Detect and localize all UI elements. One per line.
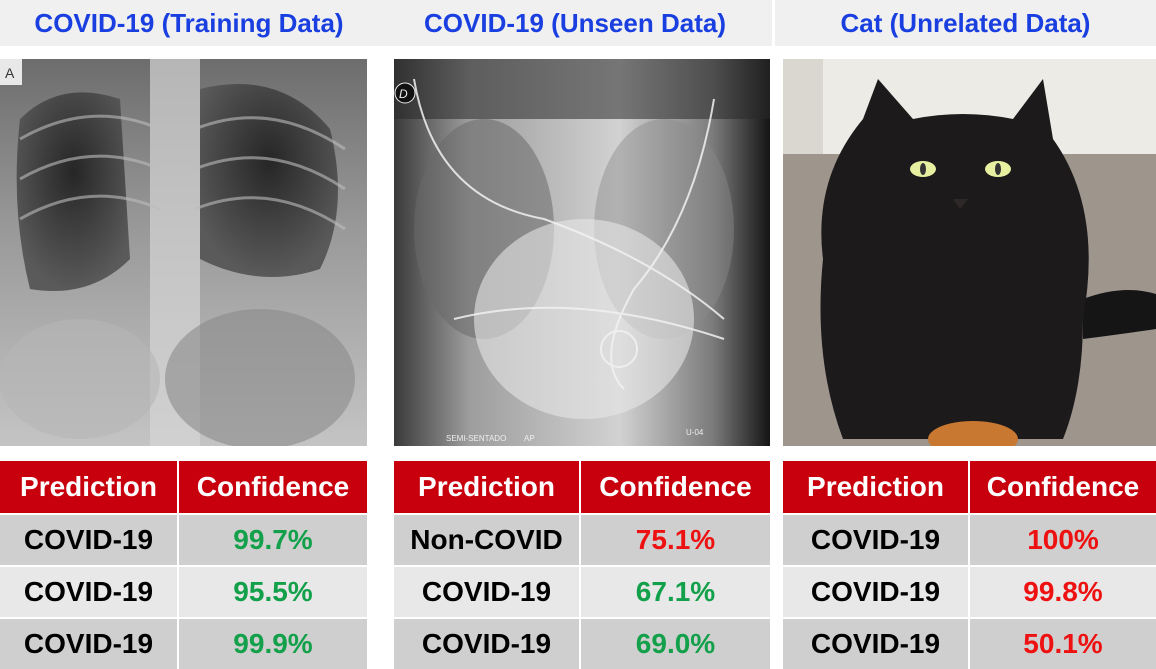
confidence-cell: 100%: [969, 513, 1156, 566]
prediction-cell: Non-COVID: [394, 513, 581, 566]
table-row: COVID-19 99.8%: [783, 565, 1156, 618]
prediction-table: Prediction Confidence Non-COVID 75.1% CO…: [394, 461, 770, 669]
cat-image: [783, 59, 1156, 446]
prediction-cell: COVID-19: [0, 565, 179, 618]
prediction-cell: COVID-19: [394, 617, 581, 669]
prediction-cell: COVID-19: [783, 617, 970, 669]
panel-title: COVID-19 (Training Data): [0, 0, 378, 46]
confidence-cell: 75.1%: [580, 513, 770, 566]
confidence-cell: 99.7%: [178, 513, 367, 566]
image-footer-mid: AP: [524, 434, 535, 443]
panel-title: Cat (Unrelated Data): [775, 0, 1156, 46]
confidence-cell: 95.5%: [178, 565, 367, 618]
confidence-header: Confidence: [178, 461, 367, 514]
confidence-cell: 99.8%: [969, 565, 1156, 618]
prediction-cell: COVID-19: [783, 513, 970, 566]
confidence-header: Confidence: [969, 461, 1156, 514]
confidence-cell: 99.9%: [178, 617, 367, 669]
table-row: COVID-19 69.0%: [394, 617, 770, 669]
confidence-cell: 69.0%: [580, 617, 770, 669]
xray-image-unseen: D SEMI-SENTADO AP U-04: [394, 59, 770, 446]
table-row: COVID-19 99.9%: [0, 617, 367, 669]
prediction-cell: COVID-19: [0, 617, 179, 669]
prediction-cell: COVID-19: [783, 565, 970, 618]
image-marker-label: D: [399, 87, 408, 101]
xray-image-training: A: [0, 59, 367, 446]
table-row: COVID-19 99.7%: [0, 513, 367, 566]
prediction-cell: COVID-19: [0, 513, 179, 566]
prediction-header: Prediction: [394, 461, 581, 514]
prediction-table: Prediction Confidence COVID-19 100% COVI…: [783, 461, 1156, 669]
panel-title: COVID-19 (Unseen Data): [378, 0, 772, 46]
table-row: Non-COVID 75.1%: [394, 513, 770, 566]
table-row: COVID-19 50.1%: [783, 617, 1156, 669]
confidence-cell: 50.1%: [969, 617, 1156, 669]
table-row: COVID-19 67.1%: [394, 565, 770, 618]
confidence-header: Confidence: [580, 461, 770, 514]
prediction-cell: COVID-19: [394, 565, 581, 618]
prediction-header: Prediction: [783, 461, 970, 514]
prediction-header: Prediction: [0, 461, 179, 514]
table-row: COVID-19 95.5%: [0, 565, 367, 618]
image-footer-left: SEMI-SENTADO: [446, 434, 506, 443]
prediction-table: Prediction Confidence COVID-19 99.7% COV…: [0, 461, 367, 669]
image-footer-right: U-04: [686, 428, 704, 437]
confidence-cell: 67.1%: [580, 565, 770, 618]
image-marker-label: A: [5, 65, 15, 81]
table-row: COVID-19 100%: [783, 513, 1156, 566]
